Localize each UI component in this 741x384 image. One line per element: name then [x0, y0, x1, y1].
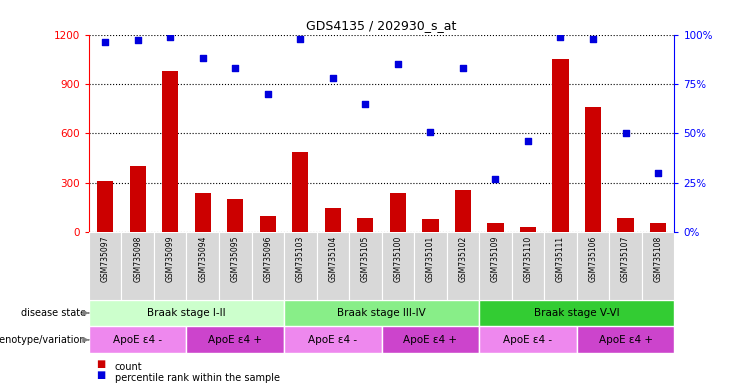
- Bar: [89, 232, 122, 300]
- Bar: [162, 71, 179, 232]
- Bar: [455, 190, 471, 232]
- Bar: [89, 300, 284, 326]
- Bar: [316, 232, 349, 300]
- Bar: [292, 152, 308, 232]
- Point: [619, 131, 631, 137]
- Bar: [284, 232, 316, 300]
- Bar: [195, 193, 211, 232]
- Text: GSM735104: GSM735104: [328, 236, 337, 282]
- Text: Braak stage V-VI: Braak stage V-VI: [534, 308, 619, 318]
- Text: GSM735111: GSM735111: [556, 236, 565, 282]
- Bar: [479, 232, 512, 300]
- Bar: [187, 232, 219, 300]
- Point: [457, 65, 469, 71]
- Bar: [520, 227, 536, 232]
- Text: GSM735110: GSM735110: [523, 236, 533, 282]
- Text: Braak stage III-IV: Braak stage III-IV: [337, 308, 426, 318]
- Point: [587, 35, 599, 41]
- Bar: [479, 326, 576, 353]
- Bar: [284, 300, 479, 326]
- Bar: [251, 232, 284, 300]
- Bar: [130, 167, 146, 232]
- Text: GSM735102: GSM735102: [459, 236, 468, 282]
- Bar: [617, 218, 634, 232]
- Point: [392, 61, 404, 67]
- Point: [359, 101, 371, 107]
- Bar: [488, 223, 504, 232]
- Text: GSM735100: GSM735100: [393, 236, 402, 282]
- Bar: [349, 232, 382, 300]
- Point: [132, 37, 144, 43]
- Text: GSM735106: GSM735106: [588, 236, 597, 282]
- Bar: [642, 232, 674, 300]
- Point: [554, 33, 566, 40]
- Bar: [382, 232, 414, 300]
- Point: [165, 33, 176, 40]
- Text: GSM735099: GSM735099: [166, 236, 175, 282]
- Bar: [122, 232, 154, 300]
- Point: [230, 65, 242, 71]
- Bar: [576, 232, 609, 300]
- Text: ApoE ε4 -: ApoE ε4 -: [113, 335, 162, 345]
- Bar: [650, 223, 666, 232]
- Bar: [512, 232, 544, 300]
- Text: count: count: [115, 362, 142, 372]
- Bar: [414, 232, 447, 300]
- Text: ■: ■: [96, 359, 105, 369]
- Bar: [97, 181, 113, 232]
- Point: [425, 128, 436, 134]
- Bar: [227, 199, 243, 232]
- Bar: [552, 59, 568, 232]
- Text: GSM735109: GSM735109: [491, 236, 500, 282]
- Text: Braak stage I-II: Braak stage I-II: [147, 308, 226, 318]
- Text: ApoE ε4 +: ApoE ε4 +: [403, 335, 457, 345]
- Text: GSM735094: GSM735094: [199, 236, 207, 282]
- Text: percentile rank within the sample: percentile rank within the sample: [115, 373, 280, 383]
- Text: ApoE ε4 -: ApoE ε4 -: [503, 335, 553, 345]
- Text: GSM735096: GSM735096: [263, 236, 272, 282]
- Point: [294, 35, 306, 41]
- Text: ApoE ε4 +: ApoE ε4 +: [599, 335, 653, 345]
- Bar: [479, 300, 674, 326]
- Point: [327, 75, 339, 81]
- Bar: [576, 326, 674, 353]
- Bar: [325, 208, 341, 232]
- Bar: [284, 326, 382, 353]
- Bar: [382, 326, 479, 353]
- Text: ApoE ε4 -: ApoE ε4 -: [308, 335, 357, 345]
- Text: ApoE ε4 +: ApoE ε4 +: [208, 335, 262, 345]
- Point: [490, 176, 502, 182]
- Point: [522, 138, 534, 144]
- Text: ■: ■: [96, 370, 105, 380]
- Text: GSM735107: GSM735107: [621, 236, 630, 282]
- Bar: [422, 219, 439, 232]
- Text: GSM735103: GSM735103: [296, 236, 305, 282]
- Bar: [89, 326, 187, 353]
- Text: GSM735097: GSM735097: [101, 236, 110, 282]
- Point: [262, 91, 273, 97]
- Text: GSM735108: GSM735108: [654, 236, 662, 282]
- Bar: [390, 193, 406, 232]
- Point: [99, 40, 111, 46]
- Bar: [219, 232, 251, 300]
- Text: genotype/variation: genotype/variation: [0, 335, 86, 345]
- Bar: [447, 232, 479, 300]
- Text: GSM735101: GSM735101: [426, 236, 435, 282]
- Title: GDS4135 / 202930_s_at: GDS4135 / 202930_s_at: [307, 19, 456, 32]
- Point: [652, 170, 664, 176]
- Bar: [187, 326, 284, 353]
- Text: disease state: disease state: [21, 308, 86, 318]
- Bar: [544, 232, 576, 300]
- Bar: [585, 107, 601, 232]
- Text: GSM735098: GSM735098: [133, 236, 142, 282]
- Bar: [154, 232, 187, 300]
- Point: [197, 55, 209, 61]
- Text: GSM735095: GSM735095: [230, 236, 240, 282]
- Bar: [259, 216, 276, 232]
- Bar: [609, 232, 642, 300]
- Text: GSM735105: GSM735105: [361, 236, 370, 282]
- Bar: [357, 218, 373, 232]
